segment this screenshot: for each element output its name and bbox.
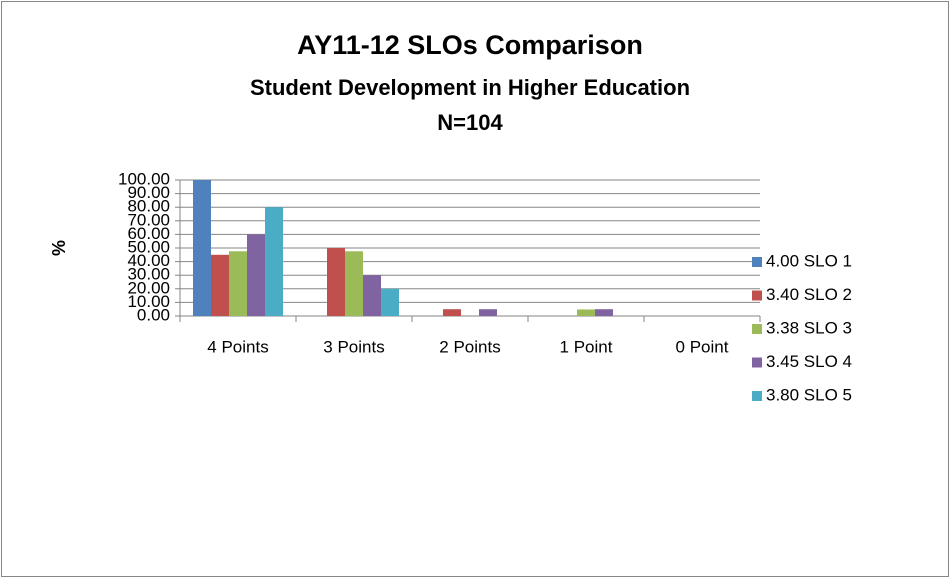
x-tick-label: 2 Points [439, 337, 500, 356]
y-tick-label: 30.00 [127, 265, 170, 284]
bar [443, 309, 461, 316]
y-tick-label: 20.00 [127, 278, 170, 297]
bar [193, 180, 211, 316]
y-tick-label: 10.00 [127, 292, 170, 311]
chart-title: AY11-12 SLOs Comparison [297, 30, 643, 60]
legend-label: 4.00 SLO 1 [766, 251, 852, 270]
legend-label: 3.80 SLO 5 [766, 385, 852, 404]
y-tick-label: 90.00 [127, 183, 170, 202]
y-tick-label: 40.00 [127, 251, 170, 270]
x-tick-label: 0 Point [676, 337, 729, 356]
y-axis-label: % [49, 240, 69, 256]
chart-subtitle: Student Development in Higher Education [250, 75, 690, 100]
legend-swatch [752, 357, 762, 368]
bar [247, 234, 265, 316]
legend-swatch [752, 324, 762, 334]
x-tick-label: 1 Point [560, 337, 613, 356]
y-tick-label: 0.00 [137, 305, 170, 324]
bar [595, 309, 613, 316]
bar [211, 254, 229, 316]
legend-label: 3.40 SLO 2 [766, 285, 852, 304]
y-tick-label: 80.00 [127, 197, 170, 216]
legend-swatch [752, 290, 762, 301]
bar [327, 248, 345, 316]
y-tick-label: 60.00 [127, 224, 170, 243]
x-tick-label: 4 Points [207, 337, 268, 356]
y-tick-label: 50.00 [127, 237, 170, 256]
legend-label: 3.45 SLO 4 [766, 352, 852, 371]
bar [363, 275, 381, 316]
bar [577, 309, 595, 316]
legend-swatch [752, 391, 762, 401]
x-tick-label: 3 Points [323, 337, 384, 356]
legend-swatch [752, 257, 762, 267]
y-tick-label: 100.00 [118, 169, 170, 188]
y-tick-label: 70.00 [127, 210, 170, 229]
bar [265, 207, 283, 316]
chart-subtitle: N=104 [437, 110, 503, 135]
bar [381, 288, 399, 316]
legend-label: 3.38 SLO 3 [766, 318, 852, 337]
bar [345, 251, 363, 316]
bar [479, 309, 497, 316]
bar [229, 251, 247, 316]
